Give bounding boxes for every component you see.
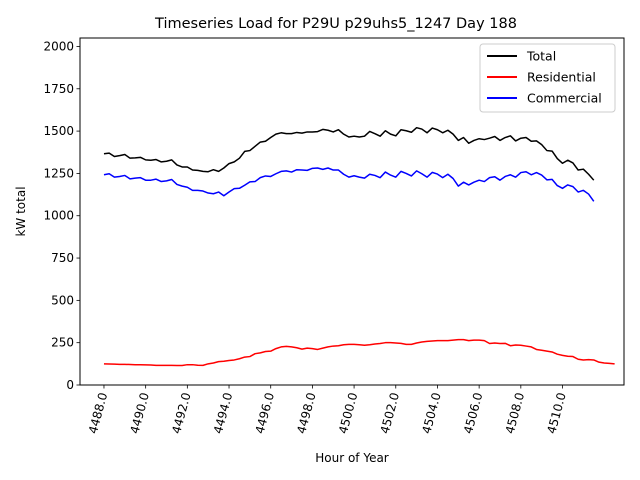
- x-tick-label: 4500.0: [336, 391, 360, 435]
- y-tick-label: 500: [51, 293, 74, 307]
- legend: Total Residential Commercial: [479, 43, 616, 113]
- x-tick-label: 4504.0: [419, 391, 443, 435]
- series-line-total: [103, 126, 595, 181]
- series-line-residential: [103, 338, 615, 367]
- series-line-commercial: [103, 167, 595, 202]
- chart-title: Timeseries Load for P29U p29uhs5_1247 Da…: [154, 16, 517, 32]
- x-tick-label: 4510.0: [544, 391, 568, 435]
- x-tick-label: 4508.0: [503, 391, 527, 435]
- x-tick-label: 4488.0: [86, 391, 110, 435]
- legend-label-residential: Residential: [527, 70, 596, 85]
- x-tick-label: 4490.0: [128, 391, 152, 435]
- y-axis: 0 250 500 750 1000 1250 1500 1750 2000: [43, 39, 80, 392]
- series-layer: [103, 126, 615, 367]
- legend-frame: [479, 43, 616, 113]
- y-tick-label: 1500: [43, 124, 74, 138]
- x-tick-label: 4496.0: [253, 391, 277, 435]
- x-tick-label: 4506.0: [461, 391, 485, 435]
- y-tick-label: 0: [66, 378, 74, 392]
- y-axis-label: kW total: [14, 186, 28, 236]
- legend-label-total: Total: [526, 49, 556, 64]
- y-tick-label: 750: [51, 251, 74, 265]
- y-tick-label: 1000: [43, 209, 74, 223]
- plot-border: [79, 37, 625, 386]
- y-tick-label: 250: [51, 336, 74, 350]
- y-tick-label: 1250: [43, 166, 74, 180]
- x-tick-label: 4498.0: [294, 391, 318, 435]
- x-tick-label: 4492.0: [169, 391, 193, 435]
- x-tick-label: 4502.0: [378, 391, 402, 435]
- y-tick-label: 2000: [43, 39, 74, 53]
- legend-label-commercial: Commercial: [527, 91, 602, 106]
- x-tick-label: 4494.0: [211, 391, 235, 435]
- x-axis-label: Hour of Year: [315, 451, 389, 465]
- x-axis: 4488.0 4490.0 4492.0 4494.0 4496.0 4498.0 4500…: [86, 385, 569, 435]
- y-tick-label: 1750: [43, 82, 74, 96]
